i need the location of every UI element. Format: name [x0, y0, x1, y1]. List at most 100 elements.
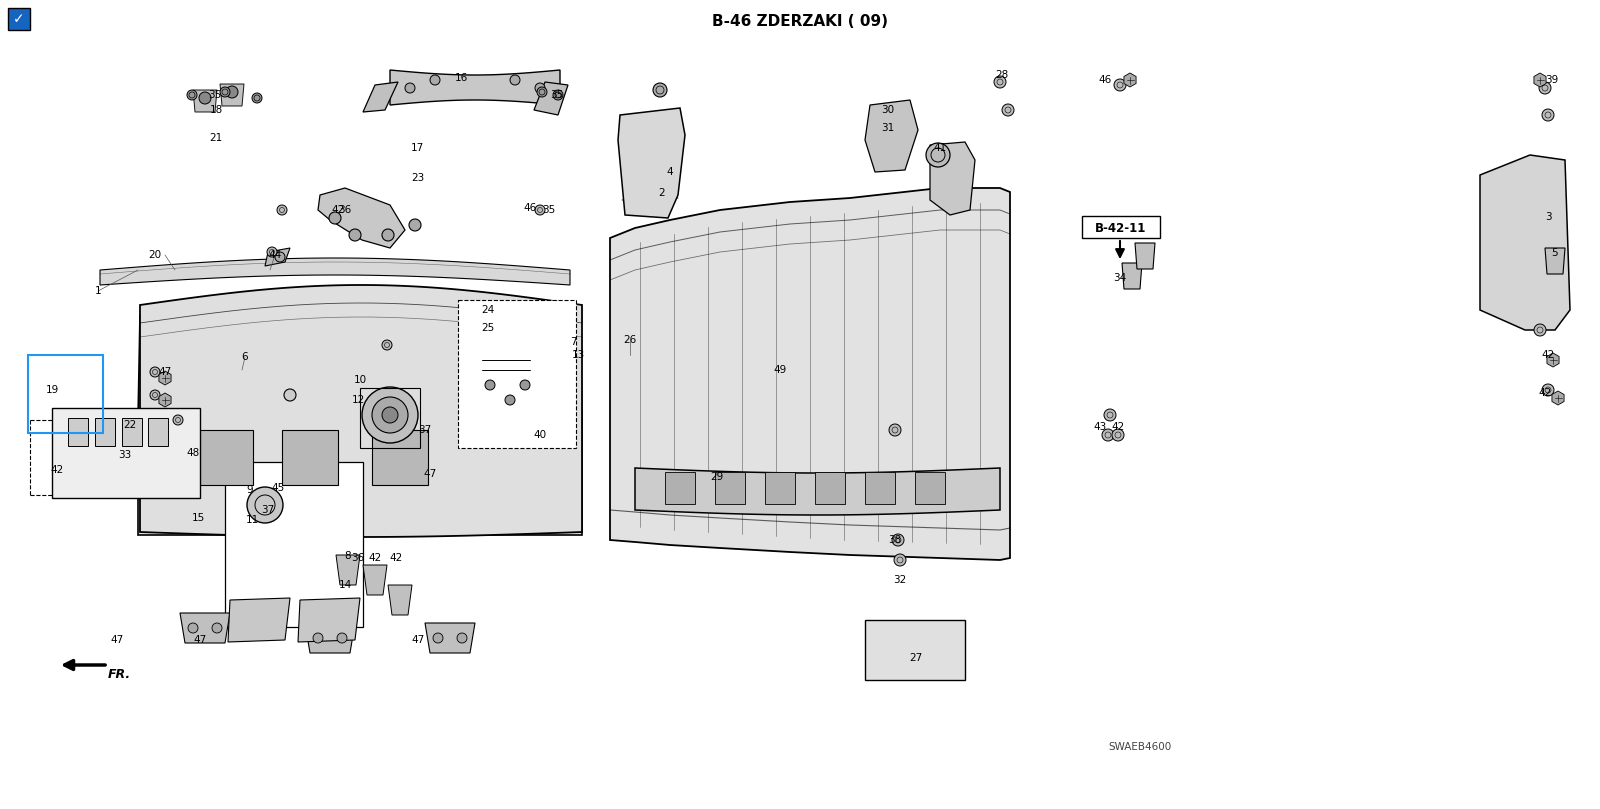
Polygon shape [1122, 263, 1142, 289]
Text: 42: 42 [331, 205, 344, 215]
Bar [226, 462, 363, 627]
Bar [94, 418, 115, 446]
Circle shape [410, 219, 421, 231]
Circle shape [430, 75, 440, 85]
Polygon shape [1134, 243, 1155, 269]
Bar [147, 418, 168, 446]
Text: 1: 1 [94, 286, 101, 296]
Circle shape [246, 487, 283, 523]
Bar [360, 388, 419, 448]
Polygon shape [318, 188, 405, 248]
Polygon shape [158, 371, 171, 385]
Text: 35: 35 [208, 90, 222, 100]
Text: 47: 47 [194, 635, 206, 645]
Circle shape [485, 380, 494, 390]
Circle shape [150, 367, 160, 377]
Circle shape [1534, 324, 1546, 336]
Text: 35: 35 [542, 205, 555, 215]
Bar [282, 430, 338, 485]
Bar [51, 408, 200, 498]
Circle shape [1002, 104, 1014, 116]
Text: 32: 32 [893, 575, 907, 585]
Bar [67, 418, 88, 446]
Text: 25: 25 [482, 323, 494, 333]
Text: 10: 10 [354, 375, 366, 385]
Bar [29, 355, 102, 433]
Circle shape [187, 90, 197, 100]
Text: SWAEB4600: SWAEB4600 [1109, 742, 1171, 752]
Text: 12: 12 [352, 395, 365, 405]
Circle shape [554, 90, 563, 100]
Text: 43: 43 [1093, 422, 1107, 432]
Text: 46: 46 [1098, 75, 1112, 85]
Circle shape [362, 387, 418, 443]
Polygon shape [306, 623, 355, 653]
Text: 45: 45 [272, 483, 285, 493]
Text: 13: 13 [571, 350, 584, 360]
Circle shape [1542, 384, 1554, 396]
Polygon shape [1552, 391, 1565, 405]
Circle shape [275, 252, 285, 262]
Circle shape [534, 83, 546, 93]
Polygon shape [1123, 73, 1136, 87]
Polygon shape [179, 613, 230, 643]
Bar [458, 300, 576, 448]
Text: 8: 8 [344, 551, 352, 561]
Circle shape [267, 247, 277, 257]
Text: 18: 18 [210, 105, 222, 115]
Circle shape [198, 92, 211, 104]
Bar [866, 472, 894, 504]
Text: 21: 21 [210, 133, 222, 143]
Circle shape [1539, 82, 1550, 94]
Polygon shape [138, 293, 582, 535]
Circle shape [277, 205, 286, 215]
Circle shape [653, 83, 667, 97]
Text: 37: 37 [418, 425, 432, 435]
Circle shape [349, 229, 362, 241]
Text: 9: 9 [246, 485, 253, 495]
Text: 19: 19 [45, 385, 59, 395]
Text: 28: 28 [995, 70, 1008, 80]
Text: 7: 7 [570, 337, 576, 347]
Circle shape [1102, 429, 1114, 441]
Circle shape [189, 623, 198, 633]
Polygon shape [363, 565, 387, 595]
Circle shape [893, 534, 904, 546]
Circle shape [1104, 409, 1117, 421]
Polygon shape [930, 142, 974, 215]
Polygon shape [221, 84, 243, 106]
Circle shape [382, 340, 392, 350]
Circle shape [510, 75, 520, 85]
Circle shape [1542, 109, 1554, 121]
Polygon shape [1547, 353, 1558, 367]
Text: 36: 36 [338, 205, 352, 215]
Polygon shape [390, 70, 560, 105]
Circle shape [520, 380, 530, 390]
Bar [371, 430, 429, 485]
Text: 47: 47 [158, 367, 171, 377]
Text: 42: 42 [1541, 350, 1555, 360]
Text: 22: 22 [123, 420, 136, 430]
Circle shape [314, 633, 323, 643]
Bar [715, 472, 746, 504]
Circle shape [382, 407, 398, 423]
Circle shape [994, 76, 1006, 88]
Text: 35: 35 [550, 90, 563, 100]
Polygon shape [534, 82, 568, 115]
Bar [765, 472, 795, 504]
Circle shape [371, 397, 408, 433]
Circle shape [1114, 79, 1126, 91]
Circle shape [506, 395, 515, 405]
Text: ✓: ✓ [13, 12, 26, 26]
Circle shape [253, 93, 262, 103]
Text: 41: 41 [933, 143, 947, 153]
Circle shape [434, 633, 443, 643]
Text: 39: 39 [1546, 75, 1558, 85]
Text: 15: 15 [192, 513, 205, 523]
Text: 42: 42 [368, 553, 382, 563]
Text: 47: 47 [424, 469, 437, 479]
Bar [1082, 216, 1160, 238]
Circle shape [338, 633, 347, 643]
Circle shape [221, 87, 230, 97]
Polygon shape [229, 598, 290, 642]
